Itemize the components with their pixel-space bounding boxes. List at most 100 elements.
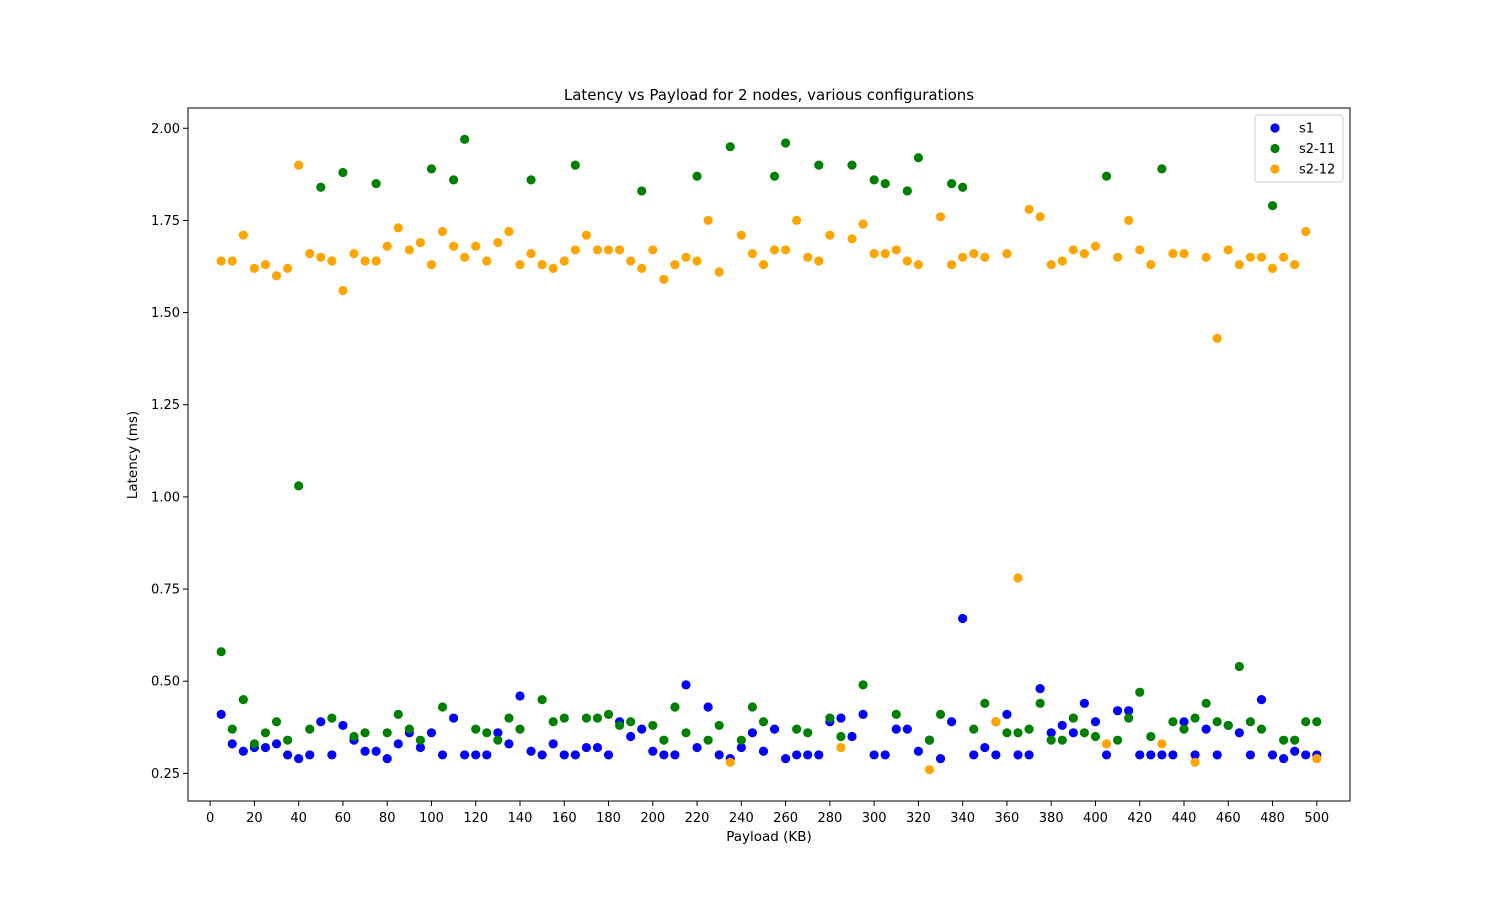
x-tick-label: 260 — [773, 811, 798, 826]
data-point-s2-11 — [747, 702, 758, 712]
data-point-s2-11 — [327, 713, 337, 723]
data-point-s1 — [559, 750, 569, 760]
data-point-s1 — [803, 750, 813, 760]
data-point-s1 — [1157, 750, 1167, 760]
data-point-s2-12 — [570, 245, 580, 255]
data-point-s1 — [659, 750, 669, 760]
data-point-s2-12 — [393, 223, 403, 233]
data-point-s1 — [548, 739, 558, 749]
data-point-s2-12 — [592, 245, 603, 255]
data-point-s2-12 — [902, 256, 912, 266]
data-point-s1 — [1013, 750, 1023, 760]
data-point-s1 — [482, 750, 492, 760]
data-point-s2-11 — [1090, 731, 1101, 742]
data-point-s2-11 — [703, 735, 713, 745]
data-point-s1 — [1201, 724, 1211, 734]
data-point-s1 — [1245, 750, 1255, 760]
data-point-s2-11 — [1223, 720, 1233, 731]
data-point-s2-11 — [437, 702, 448, 712]
data-point-s2-11 — [426, 164, 437, 174]
data-point-s1 — [703, 702, 713, 712]
data-point-s2-12 — [725, 757, 735, 767]
data-point-s2-11 — [227, 724, 237, 734]
data-point-s2-11 — [338, 167, 348, 178]
data-point-s2-12 — [637, 263, 647, 273]
data-point-s1 — [736, 742, 746, 753]
data-point-s2-12 — [426, 260, 437, 270]
data-point-s2-11 — [1256, 724, 1267, 734]
x-tick-label: 500 — [1304, 811, 1329, 826]
data-point-s2-12 — [1146, 260, 1156, 270]
y-tick-label: 1.25 — [151, 398, 180, 413]
data-point-s2-12 — [1301, 226, 1311, 237]
data-point-s1 — [747, 728, 758, 738]
data-point-s2-12 — [792, 215, 802, 226]
x-tick-label: 320 — [906, 811, 931, 826]
data-point-s1 — [1301, 750, 1311, 760]
data-point-s2-11 — [825, 713, 835, 723]
data-point-s2-12 — [980, 252, 990, 262]
data-point-s2-12 — [238, 230, 248, 240]
x-tick-label: 440 — [1172, 811, 1197, 826]
data-point-s2-11 — [1046, 735, 1056, 745]
data-point-s1 — [1024, 750, 1034, 760]
y-tick-label: 0.75 — [151, 583, 180, 598]
y-tick-label: 0.50 — [151, 675, 180, 690]
x-axis: 0 20 40 60 80 100 120 140 160 180 200 220 240 260 280 3… — [206, 801, 1329, 826]
data-point-s1 — [758, 746, 769, 756]
data-point-s2-12 — [249, 263, 259, 273]
data-point-s2-12 — [327, 256, 337, 266]
data-point-s1 — [792, 750, 802, 760]
data-point-s2-11 — [526, 175, 536, 185]
y-tick-label: 1.75 — [151, 214, 180, 229]
data-point-s2-11 — [1168, 717, 1178, 727]
data-point-s2-12 — [460, 252, 470, 262]
x-tick-label: 180 — [596, 811, 621, 826]
data-point-s2-11 — [449, 175, 459, 185]
data-point-s2-11 — [670, 702, 680, 712]
data-point-s2-12 — [825, 230, 835, 240]
data-point-s1 — [1090, 717, 1101, 727]
data-point-s2-11 — [947, 178, 957, 189]
data-point-s1 — [947, 717, 957, 727]
x-tick-label: 120 — [463, 811, 488, 826]
data-point-s2-11 — [1234, 661, 1244, 672]
data-point-s2-12 — [803, 252, 813, 262]
data-point-s2-12 — [1157, 739, 1167, 749]
data-point-s1 — [515, 691, 525, 701]
x-tick-label: 40 — [290, 811, 307, 826]
data-points — [216, 134, 1322, 775]
data-point-s1 — [437, 750, 448, 760]
data-point-s2-12 — [316, 252, 326, 262]
data-point-s2-12 — [382, 241, 392, 251]
data-point-s1 — [426, 728, 437, 738]
x-tick-label: 420 — [1127, 811, 1152, 826]
data-point-s2-12 — [305, 249, 315, 259]
data-point-s2-12 — [338, 285, 348, 296]
data-point-s2-12 — [758, 260, 769, 270]
data-point-s2-12 — [360, 256, 370, 266]
data-point-s2-12 — [227, 256, 237, 266]
data-point-s2-12 — [581, 230, 592, 240]
data-point-s2-11 — [924, 735, 935, 745]
data-point-s1 — [670, 750, 680, 760]
data-point-s2-12 — [1057, 256, 1067, 266]
data-point-s2-11 — [1279, 735, 1289, 745]
data-point-s1 — [360, 746, 370, 756]
data-point-s2-11 — [1312, 717, 1322, 727]
data-point-s1 — [1113, 706, 1123, 716]
data-point-s2-12 — [869, 249, 879, 259]
data-point-s1 — [935, 754, 946, 764]
data-point-s2-12 — [913, 260, 924, 270]
data-point-s1 — [1234, 728, 1244, 738]
data-point-s2-11 — [559, 713, 569, 723]
x-tick-label: 460 — [1216, 811, 1241, 826]
data-point-s2-11 — [1068, 713, 1078, 723]
data-point-s2-12 — [1179, 249, 1189, 259]
data-point-s2-11 — [891, 709, 901, 719]
data-point-s1 — [980, 742, 990, 753]
data-point-s2-12 — [714, 267, 724, 277]
data-point-s2-12 — [991, 717, 1001, 727]
data-point-s2-12 — [1312, 754, 1322, 764]
data-point-s2-12 — [1201, 252, 1211, 262]
